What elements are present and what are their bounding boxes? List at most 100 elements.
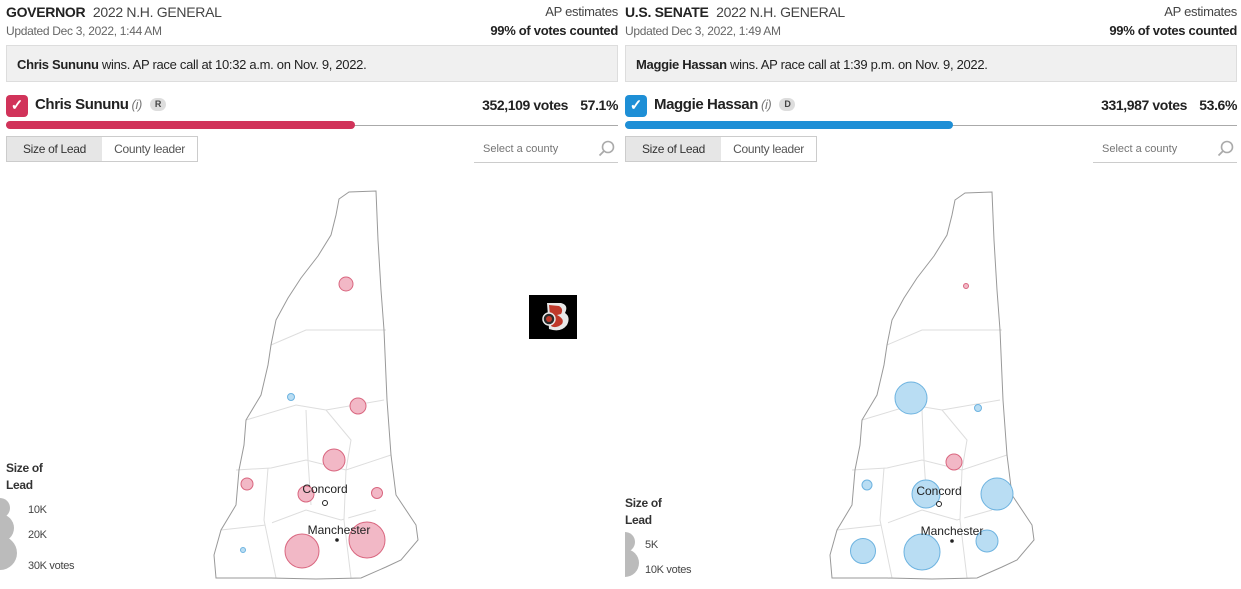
concord-dot	[936, 501, 942, 507]
manchester-label: Manchester	[308, 523, 371, 537]
legend-title-line1: Size of	[625, 496, 662, 510]
state-outline	[829, 191, 1035, 580]
station-logo	[529, 295, 577, 339]
race-name: GOVERNOR	[6, 4, 86, 20]
ap-estimates-label: AP estimates	[545, 4, 618, 19]
manchester-dot	[335, 538, 339, 542]
democratic-lead-bubble[interactable]	[903, 533, 941, 571]
race-title: U.S. SENATE 2022 N.H. GENERAL	[625, 4, 845, 20]
estimates-box: AP estimates 99% of votes counted	[490, 4, 618, 38]
winner-name: Chris Sununu	[17, 57, 99, 72]
democratic-lead-bubble[interactable]	[240, 547, 246, 553]
democratic-lead-bubble[interactable]	[974, 404, 982, 412]
lead-size-legend: Size of Lead 5K 10K votes	[625, 495, 692, 577]
votes-counted: 99% of votes counted	[490, 23, 618, 38]
vote-share: 53.6%	[1199, 97, 1237, 113]
legend-circles	[625, 532, 639, 577]
incumbent-mark: (i)	[131, 97, 143, 112]
legend-title-line2: Lead	[625, 513, 652, 527]
candidate-name: Maggie Hassan (i) D	[654, 95, 796, 115]
candidate-row: ✓ Chris Sununu (i) R 352,109 votes 57.1%	[6, 95, 618, 117]
vote-share-bar	[625, 121, 953, 129]
size-of-lead-tab[interactable]: Size of Lead	[7, 137, 102, 161]
manchester-dot	[950, 539, 954, 543]
legend-label-large: 10K votes	[645, 564, 692, 576]
republican-lead-bubble[interactable]	[348, 521, 386, 559]
race-call-text: wins. AP race call at 1:39 p.m. on Nov. …	[726, 57, 988, 72]
county-leader-tab[interactable]: County leader	[102, 137, 197, 161]
vote-share: 57.1%	[580, 97, 618, 113]
map-mode-toggle: Size of Lead County leader	[625, 136, 817, 162]
election-name: 2022 N.H. GENERAL	[92, 4, 222, 20]
winner-check-icon: ✓	[625, 95, 647, 117]
lead-bubbles	[240, 276, 386, 569]
lead-size-legend: Size of Lead 10K 20K 30K votes	[0, 460, 75, 572]
map-mode-toggle: Size of Lead County leader	[6, 136, 198, 162]
county-leader-tab[interactable]: County leader	[721, 137, 816, 161]
governor-panel: GOVERNOR 2022 N.H. GENERAL Updated Dec 3…	[0, 0, 618, 589]
legend-label-medium: 20K	[28, 529, 47, 541]
concord-label: Concord	[302, 482, 347, 496]
concord-dot	[322, 500, 328, 506]
republican-lead-bubble[interactable]	[322, 448, 346, 472]
race-call-banner: Maggie Hassan wins. AP race call at 1:39…	[625, 45, 1237, 82]
winner-check-icon: ✓	[6, 95, 28, 117]
legend-label-small: 10K	[28, 504, 47, 516]
vote-count: 352,109 votes	[482, 97, 568, 113]
party-badge: R	[149, 98, 166, 111]
candidate-row: ✓ Maggie Hassan (i) D 331,987 votes 53.6%	[625, 95, 1237, 117]
democratic-lead-bubble[interactable]	[980, 477, 1014, 511]
republican-lead-bubble[interactable]	[297, 485, 315, 503]
legend-title-line2: Lead	[6, 478, 33, 492]
senate-panel: U.S. SENATE 2022 N.H. GENERAL Updated De…	[625, 0, 1237, 589]
search-icon[interactable]	[1217, 140, 1235, 158]
democratic-lead-bubble[interactable]	[850, 538, 876, 564]
legend-label-large: 30K votes	[28, 560, 75, 572]
county-select	[1093, 140, 1237, 163]
nh-county-map: Concord Manchester	[829, 191, 1035, 580]
county-search-input[interactable]	[474, 140, 593, 155]
democratic-lead-bubble[interactable]	[975, 529, 999, 553]
democratic-lead-bubble[interactable]	[894, 381, 928, 415]
republican-lead-bubble[interactable]	[945, 453, 963, 471]
republican-lead-bubble[interactable]	[349, 397, 367, 415]
votes-counted: 99% of votes counted	[1109, 23, 1237, 38]
manchester-label: Manchester	[921, 524, 984, 538]
concord-label: Concord	[916, 484, 961, 498]
democratic-lead-bubble[interactable]	[861, 479, 873, 491]
republican-lead-bubble[interactable]	[338, 276, 354, 292]
race-call-banner: Chris Sununu wins. AP race call at 10:32…	[6, 45, 618, 82]
republican-lead-bubble[interactable]	[240, 477, 254, 491]
city-markers: Concord Manchester	[916, 484, 983, 543]
nh-county-map: Concord Manchester	[213, 190, 419, 580]
ap-estimates-label: AP estimates	[1164, 4, 1237, 19]
county-search-input[interactable]	[1093, 140, 1212, 155]
republican-lead-bubble[interactable]	[963, 283, 969, 289]
party-badge: D	[779, 98, 796, 111]
updated-timestamp: Updated Dec 3, 2022, 1:44 AM	[6, 24, 162, 38]
size-of-lead-tab[interactable]: Size of Lead	[626, 137, 721, 161]
county-boundaries	[220, 329, 392, 579]
logo-icon	[542, 303, 569, 331]
county-boundaries	[836, 329, 1008, 579]
search-icon[interactable]	[598, 140, 616, 158]
incumbent-mark: (i)	[761, 97, 772, 112]
race-title: GOVERNOR 2022 N.H. GENERAL	[6, 4, 222, 20]
winner-name: Maggie Hassan	[636, 57, 727, 72]
election-name: 2022 N.H. GENERAL	[716, 4, 845, 20]
legend-title-line1: Size of	[6, 461, 43, 475]
legend-circles	[0, 498, 17, 570]
democratic-lead-bubble[interactable]	[287, 393, 295, 401]
state-outline	[213, 190, 419, 580]
race-call-text: wins. AP race call at 10:32 a.m. on Nov.…	[98, 57, 367, 72]
estimates-box: AP estimates 99% of votes counted	[1109, 4, 1237, 38]
candidate-label: Chris Sununu	[35, 96, 129, 113]
legend-label-small: 5K	[645, 539, 658, 551]
county-select	[474, 140, 618, 163]
republican-lead-bubble[interactable]	[284, 533, 320, 569]
republican-lead-bubble[interactable]	[371, 487, 383, 499]
race-name: U.S. SENATE	[625, 4, 709, 20]
democratic-lead-bubble[interactable]	[911, 479, 941, 509]
lead-bubbles	[850, 283, 1014, 571]
vote-share-bar	[6, 121, 355, 129]
